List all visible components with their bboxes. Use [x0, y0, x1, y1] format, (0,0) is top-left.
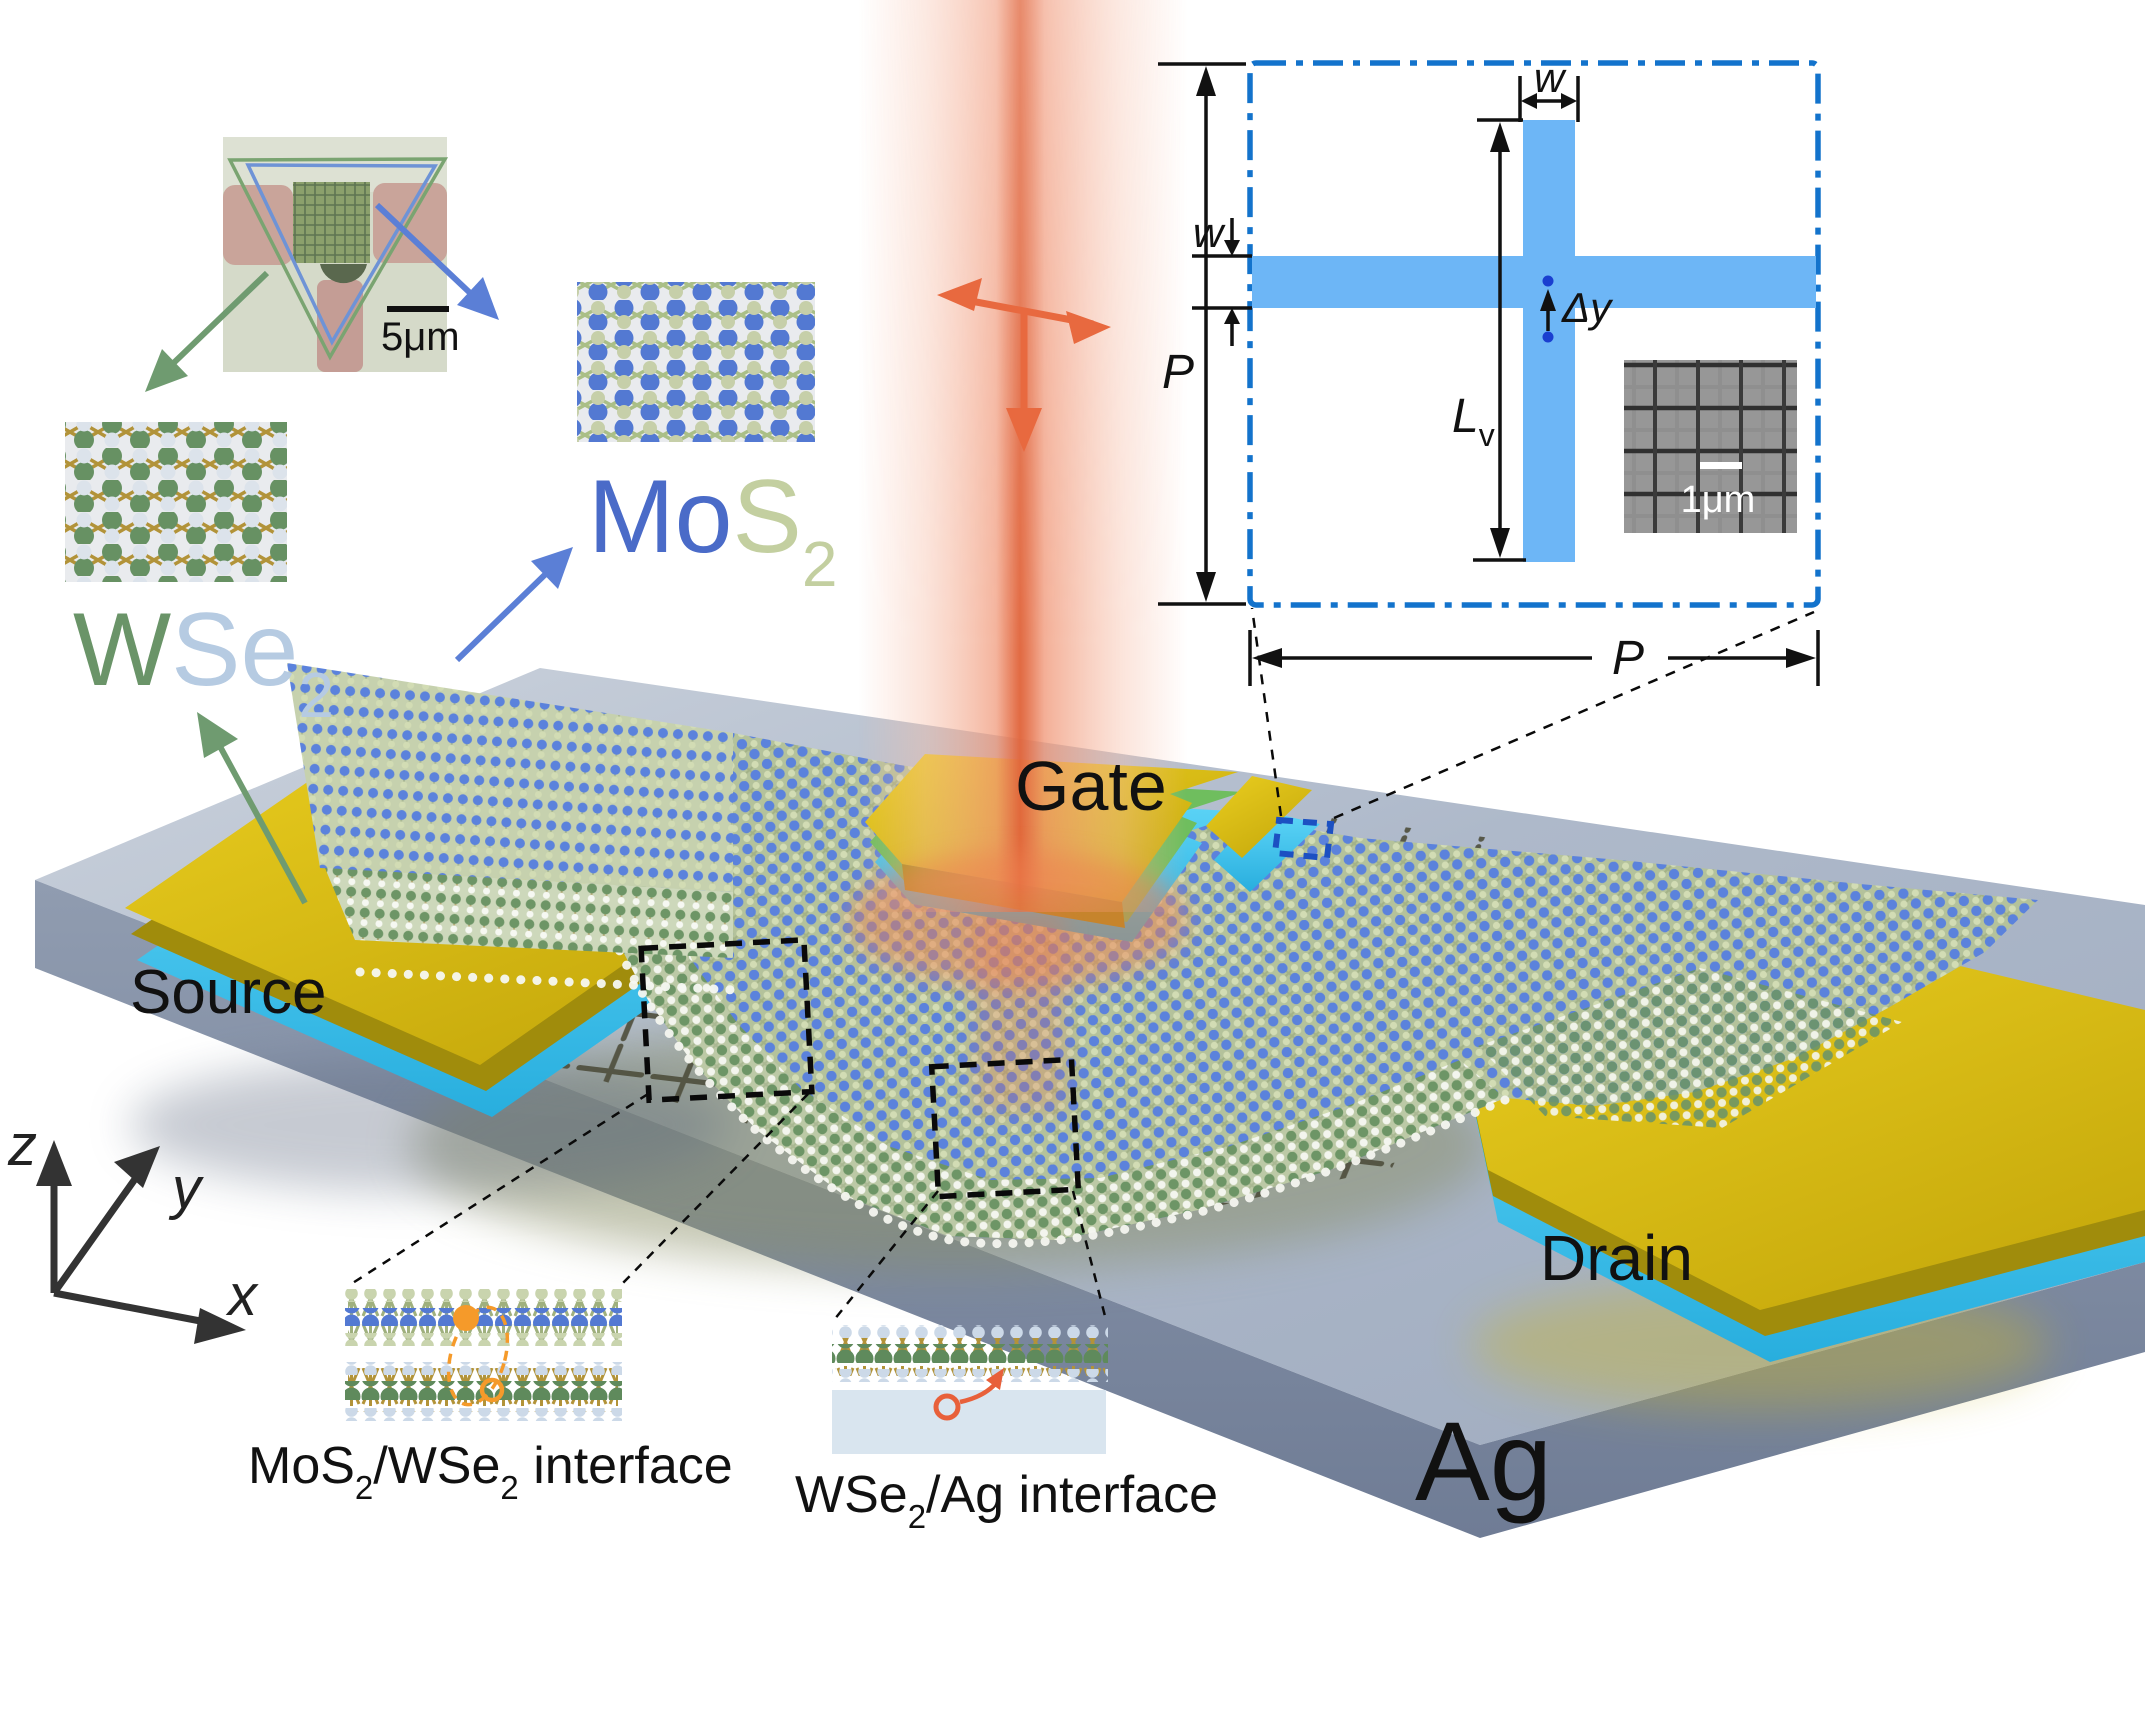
wse2-label-se: Se	[171, 592, 298, 708]
beam-core	[996, 0, 1044, 912]
beam-below-gate	[975, 912, 1065, 1112]
x-axis-label: x	[225, 1263, 259, 1328]
delta-y-label: Δy	[1561, 284, 1614, 331]
gate-cyan-sliver	[1214, 810, 1320, 892]
wse2-label-sub: 2	[298, 659, 334, 731]
delta-y-markers	[1540, 275, 1556, 343]
polarization-arrows	[937, 278, 1111, 452]
arrow-to-wse2-lattice	[145, 349, 188, 392]
wse2-label-w: W	[73, 592, 171, 708]
unit-cell-marker	[1271, 816, 1335, 862]
highlight-rect-mos2-wse2	[638, 936, 815, 1104]
mos2-wse2-interface-inset	[345, 1289, 622, 1421]
source-shadow	[130, 1057, 730, 1193]
peeled-fold	[287, 663, 740, 995]
wse2-lattice-image	[65, 422, 287, 582]
mos2-label-sub: 2	[802, 528, 838, 600]
gate-label: Gate	[1015, 747, 1167, 825]
p-bottom-dimension	[1248, 630, 1820, 686]
laser-beam	[858, 0, 1188, 912]
lv-label: Lv	[1452, 390, 1495, 453]
p-left-dimension	[1158, 62, 1246, 606]
micrograph-scale-label: 5μm	[381, 315, 460, 359]
w-left-label: w	[1193, 209, 1226, 256]
wse2-ag-interface-label: WSe2/Ag interface	[795, 1466, 1218, 1535]
interlayer-exciton-ellipse	[446, 1305, 510, 1407]
arrow-to-wse2-label	[197, 712, 238, 758]
polarization-arrowhead-left	[937, 278, 982, 311]
fold-mos2-wall	[287, 663, 733, 892]
micrograph-electrode-left	[223, 185, 293, 265]
micrograph-wse2-triangle-outline	[227, 157, 449, 361]
micrograph-mos2-triangle-outline	[245, 163, 439, 346]
sheet-wse2-front-band	[594, 840, 1505, 1240]
inset-leader-lines	[1250, 607, 1815, 820]
substrate-label: Ag	[1415, 1399, 1552, 1524]
hole-in-ag-marker	[933, 1393, 961, 1421]
drain-label: Drain	[1540, 1222, 1693, 1294]
x-axis-arrowhead	[194, 1308, 246, 1344]
propagation-arrowhead-down	[1006, 408, 1042, 452]
p-left-label: P	[1162, 346, 1194, 399]
source-label: Source	[130, 958, 326, 1027]
sem-image: 1μm	[1624, 360, 1797, 533]
mos2-label: MoS2	[588, 459, 837, 600]
z-axis-label: z	[7, 1113, 37, 1178]
y-axis-label: y	[168, 1156, 204, 1221]
p-bottom-label: P	[1612, 632, 1644, 685]
micrograph-scale-bar	[387, 306, 449, 312]
w-top-label: w	[1534, 54, 1567, 101]
lv-dimension	[1473, 122, 1526, 562]
w-left-dimension	[1192, 218, 1252, 346]
pattern-inset: w w P P	[1158, 54, 1821, 686]
arrow-to-mos2-label	[531, 547, 573, 589]
mos2-wse2-interface-label: MoS2/WSe2 interface	[248, 1437, 733, 1506]
coordinate-axes	[36, 1140, 246, 1344]
mos2-label-mo: Mo	[588, 459, 732, 575]
electron-marker	[453, 1305, 479, 1331]
gate-gold-sliver	[1206, 776, 1312, 858]
annotation-arrows	[145, 202, 573, 905]
highlight-rect-wse2-ag	[928, 1056, 1082, 1200]
y-axis-arrowhead	[114, 1146, 160, 1188]
sheet-front-atom-fringe	[608, 931, 1510, 1249]
interface-leader-lines	[347, 1092, 1108, 1321]
mos2-label-s: S	[732, 459, 801, 575]
sheet-drape-over-drain	[1478, 968, 1902, 1128]
sem-scale-bar	[1700, 462, 1742, 469]
arrow-to-mos2-lattice	[457, 277, 499, 320]
w-top-dimension	[1477, 76, 1580, 122]
wse2-label: WSe2	[73, 592, 334, 731]
wse2-ag-interface-inset	[832, 1325, 1108, 1454]
optical-micrograph: 5μm	[223, 137, 460, 372]
hole-marker	[479, 1377, 505, 1403]
micrograph-dark-flake	[320, 264, 367, 284]
polarization-arrowhead-right	[1066, 311, 1111, 344]
z-axis-arrowhead	[36, 1140, 72, 1186]
micrograph-patterned-area	[293, 182, 370, 263]
fold-bottom-atom-fringe	[355, 967, 740, 995]
mos2-lattice-image	[577, 282, 815, 442]
sem-scale-label: 1μm	[1681, 479, 1756, 521]
fold-wse2-wall	[325, 868, 733, 958]
